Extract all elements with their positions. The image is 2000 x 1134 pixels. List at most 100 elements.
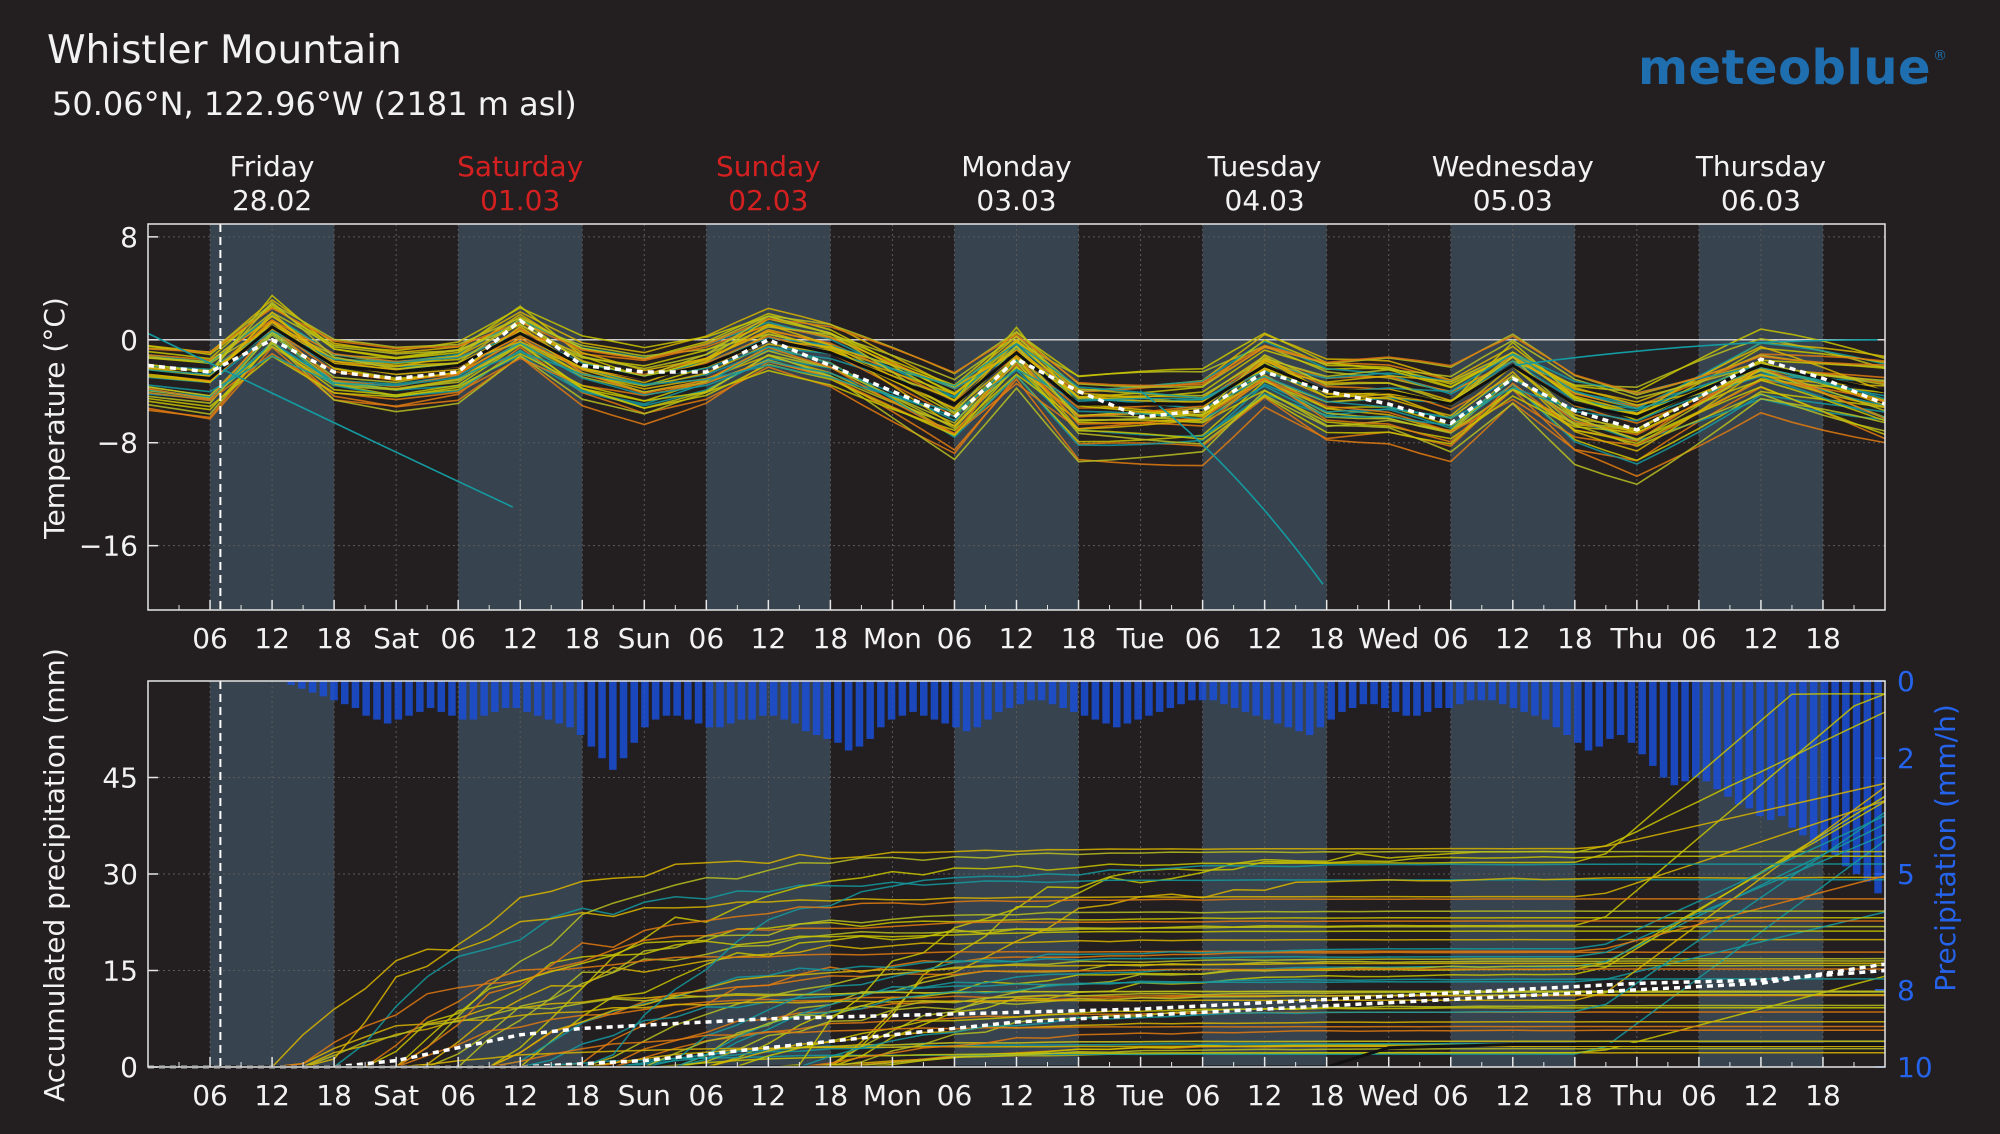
precipitation-rate-bar: [694, 681, 703, 724]
precipitation-rate-bar: [727, 681, 735, 724]
x-tick-label: 12: [1743, 1079, 1779, 1112]
y2-tick-label: 10: [1897, 1051, 1933, 1084]
precipitation-rate-bar: [544, 681, 553, 720]
precipitation-rate-bar: [1445, 681, 1453, 708]
precipitation-rate-bar: [1563, 681, 1571, 735]
precipitation-member-line: [148, 938, 1885, 1068]
precipitation-rate-bar: [458, 681, 467, 720]
x-tick-label: 06: [1681, 1079, 1717, 1112]
x-tick-label: Mon: [863, 622, 922, 655]
precipitation-rate-bar: [1070, 681, 1078, 712]
temperature-member-line: [147, 340, 1886, 486]
meteoblue-logo: meteoblue ®: [1638, 40, 1947, 96]
precipitation-rate-bar: [1574, 681, 1582, 743]
precipitation-rate-bar: [1048, 681, 1057, 705]
precipitation-rate-bar: [1616, 681, 1625, 735]
temperature-member-line: [147, 327, 1886, 436]
x-tick-label: 18: [316, 1079, 352, 1112]
x-tick-label: Sun: [618, 622, 671, 655]
precipitation-member-line: [148, 786, 1886, 1068]
precipitation-rate-bar: [1263, 681, 1271, 720]
precipitation-rate-bar: [1724, 681, 1732, 797]
precipitation-rate-bar: [1413, 681, 1421, 716]
precipitation-rate-bar: [1391, 681, 1400, 712]
x-tick-label: 12: [751, 1079, 787, 1112]
temperature-member-line: [147, 332, 1886, 448]
temperature-member-line: [147, 307, 1886, 395]
precipitation-rate-bar: [1145, 681, 1153, 716]
precipitation-rate-bar: [1188, 681, 1196, 701]
precipitation-rate-bar: [1638, 681, 1646, 755]
temperature-quantile-line: [147, 318, 1886, 432]
precipitation-y-ticks: 0 15 30 45: [102, 762, 158, 1084]
x-tick-label: Sat: [373, 622, 419, 655]
precipitation-rate-bar: [426, 681, 435, 708]
precipitation-rate-bar: [469, 681, 478, 720]
precipitation-rate-bar: [1584, 681, 1593, 751]
precipitation-rate-bar: [1681, 681, 1689, 782]
precipitation-rate-bar: [1005, 681, 1014, 708]
temperature-frame: [147, 223, 1886, 611]
x-tick-label: 06: [689, 622, 725, 655]
x-tick-label: 06: [937, 622, 973, 655]
precipitation-member-line: [148, 875, 1886, 1068]
precipitation-rate-bar: [383, 681, 392, 724]
precipitation-rate-bar: [555, 681, 563, 724]
precipitation-rate-bar: [1466, 681, 1475, 701]
precipitation-rate-bar: [1273, 681, 1282, 724]
x-tick-label: Tue: [1116, 1079, 1165, 1112]
temperature-member-line: [147, 352, 1886, 440]
x-tick-label: 18: [1309, 622, 1345, 655]
day-name-tuesday: Tuesday: [1207, 150, 1322, 183]
precipitation-rate-bar: [834, 681, 842, 743]
precipitation-rate-bar: [823, 681, 831, 739]
precipitation-rate-bar: [984, 681, 992, 720]
x-tick-label: 12: [751, 622, 787, 655]
day-name-sunday: Sunday: [716, 150, 821, 183]
precipitation-rate-bar: [1606, 681, 1614, 739]
precipitation-rate-bar: [1037, 681, 1046, 701]
daylight-band: [458, 224, 583, 610]
precipitation-rate-bar: [1874, 681, 1882, 894]
precipitation-y-axis-label: Accumulated precipitation (mm): [38, 648, 71, 1102]
x-tick-label: Sat: [373, 1079, 419, 1112]
y2-tick-label: 2: [1897, 742, 1915, 775]
y-tick-label: 45: [102, 762, 138, 795]
precipitation-rate-bar: [802, 681, 810, 732]
precipitation-rate-bar: [1080, 681, 1089, 716]
temperature-member-line: [147, 330, 1886, 400]
precipitation-rate-bar: [534, 681, 542, 716]
precipitation-rate-bar: [1842, 681, 1850, 867]
y-tick-label: 30: [102, 858, 138, 891]
precipitation-rate-bar: [1295, 681, 1303, 732]
temperature-outlier-member: [1512, 339, 1878, 367]
precipitation-rate-bar: [501, 681, 510, 708]
x-tick-label: 18: [813, 622, 849, 655]
x-tick-label: 06: [689, 1079, 725, 1112]
precipitation-rate-bars: [287, 681, 1882, 894]
y2-tick-label: 0: [1897, 665, 1915, 698]
temperature-member-line: [147, 300, 1886, 441]
precipitation-rate-bar: [1767, 681, 1775, 820]
precipitation-rate-bar: [769, 681, 778, 716]
y2-tick-label: 8: [1897, 974, 1915, 1007]
precipitation-rate-bar: [1788, 681, 1796, 828]
precipitation-rate-bar: [319, 681, 328, 697]
precipitation-rate-bar: [844, 681, 853, 751]
location-subtitle: 50.06°N, 122.96°W (2181 m asl): [52, 85, 577, 123]
precipitation-rate-bar: [1745, 681, 1754, 809]
precipitation-rate-bar: [1134, 681, 1142, 720]
precipitation-rate-bar: [1477, 681, 1486, 701]
day-name-monday: Monday: [961, 150, 1072, 183]
y-tick-label: 0: [120, 324, 138, 357]
precipitation-rate-bar: [1713, 681, 1721, 790]
precipitation-rate-bar: [1306, 681, 1314, 735]
temperature-mean-line: [147, 325, 1886, 419]
precipitation-rate-bar: [480, 681, 488, 716]
precipitation-rate-bar: [1338, 681, 1346, 712]
x-tick-label: Sun: [618, 1079, 671, 1112]
day-name-friday: Friday: [230, 150, 315, 183]
precipitation-member-line: [148, 850, 1885, 1068]
page-title: Whistler Mountain: [47, 28, 402, 73]
precipitation-rate-bar: [1113, 681, 1121, 728]
